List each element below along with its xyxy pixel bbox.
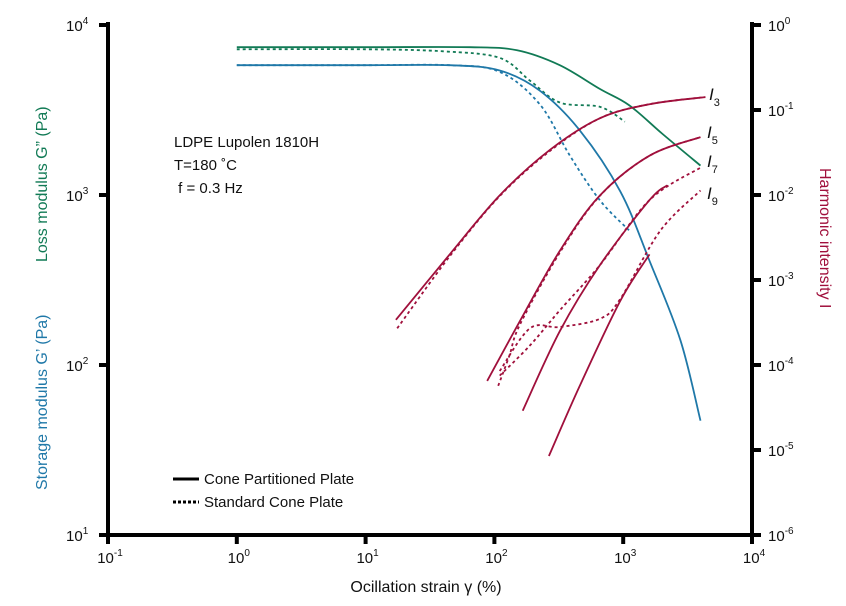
series-g-cone-partitioned-plate (236, 63, 702, 421)
harmonic-labels: I3 I5 I7 I9 (707, 85, 720, 208)
y-left-tick-label: 103 (66, 186, 89, 205)
x-tick-label: 10-1 (97, 548, 123, 567)
series-g-cone-partitioned-plate (236, 46, 702, 167)
x-tick-label: 101 (356, 548, 379, 567)
series-i3-standard-cone-plate (396, 96, 706, 329)
label-i3: I3 (709, 85, 720, 109)
x-axis-title: Ocillation strain γ (%) (350, 579, 501, 596)
annotation-line-1: LDPE Lupolen 1810H (174, 134, 319, 151)
curves-layer (236, 46, 706, 457)
x-tick-label: 102 (485, 548, 508, 567)
y-axis-title-storage: Storage modulus G’ (Pa) (34, 315, 51, 490)
label-i5: I5 (707, 123, 718, 147)
annotation-line-2: T=180 ˚C (174, 157, 237, 174)
y-axis-title-right: Harmonic intensity I (816, 168, 833, 309)
y-right-tick-label: 10-2 (768, 186, 794, 205)
y-right-tick-label: 10-1 (768, 101, 794, 120)
y-left-tick-label: 102 (66, 356, 89, 375)
series-i7-cone-partitioned-plate (521, 184, 668, 412)
x-tick-label: 100 (228, 548, 251, 567)
annotation-line-3: f = 0.3 Hz (174, 180, 243, 197)
series-i9-cone-partitioned-plate (548, 253, 651, 457)
y-left-tick-label: 101 (66, 526, 89, 545)
label-i7: I7 (707, 152, 718, 176)
legend: Cone Partitioned Plate Standard Cone Pla… (173, 471, 354, 511)
y-right-tick-label: 10-5 (768, 441, 794, 460)
y-right-ticks: 100 10-1 10-2 10-3 10-4 10-5 10-6 (752, 16, 794, 545)
x-ticks: 10-1 100 101 102 103 104 (97, 535, 766, 567)
y-right-tick-label: 10-6 (768, 526, 794, 545)
legend-label-solid: Cone Partitioned Plate (204, 471, 354, 488)
label-i9: I9 (707, 184, 718, 208)
series-g-standard-cone-plate (236, 48, 626, 123)
x-tick-label: 104 (743, 548, 766, 567)
y-right-tick-label: 10-3 (768, 271, 794, 290)
series-i7-standard-cone-plate (499, 166, 701, 377)
y-axis-title-loss: Loss modulus G” (Pa) (34, 106, 51, 262)
series-i5-cone-partitioned-plate (486, 136, 701, 382)
x-tick-label: 103 (614, 548, 637, 567)
series-i5-standard-cone-plate (497, 136, 701, 387)
y-right-tick-label: 100 (768, 16, 791, 35)
y-right-tick-label: 10-4 (768, 356, 794, 375)
y-left-ticks: 104 103 102 101 (66, 16, 108, 545)
legend-label-dotted: Standard Cone Plate (204, 494, 343, 511)
y-left-tick-label: 104 (66, 16, 89, 35)
